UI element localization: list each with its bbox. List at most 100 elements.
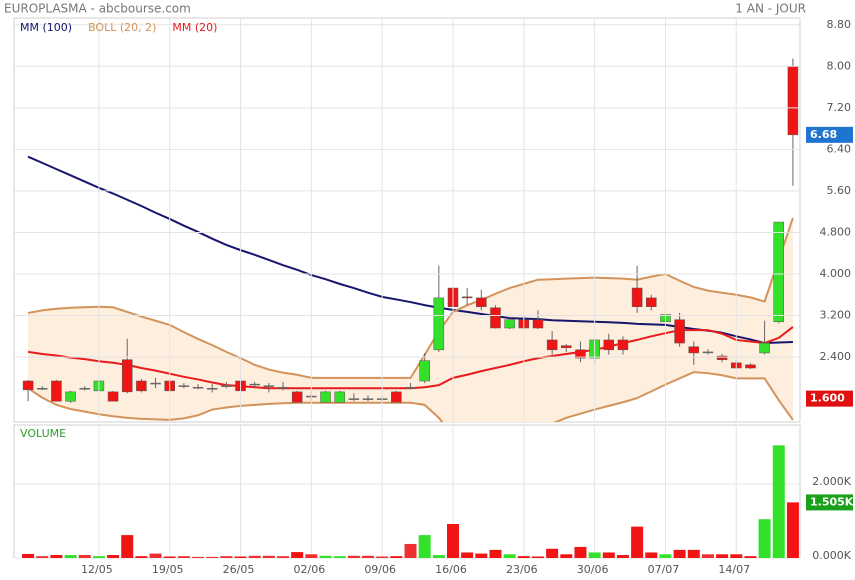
volume-bar [107,555,120,558]
plot-layer [22,58,799,422]
candle-body [178,385,190,387]
x-tick-label: 16/06 [435,563,467,576]
volume-bar [404,543,417,558]
volume-bar [602,552,615,558]
price-badge [806,126,853,143]
volume-bar [531,556,544,558]
candle-body [631,287,643,307]
candle-body [206,387,218,390]
candle-body [121,359,133,393]
volume-bar [22,553,35,558]
candle-body [476,297,487,307]
x-tick-label: 19/05 [152,563,184,576]
volume-bar [616,555,629,558]
candle-body [575,349,586,359]
volume-bar [503,554,516,558]
volume-bar [78,555,91,558]
volume-bar [560,554,573,558]
candle-body [320,391,331,403]
candle-body [716,355,728,360]
candle-body [22,380,34,391]
volume-bar [758,519,771,558]
volume-bar [673,549,686,558]
y-tick-label: 5.60 [827,184,852,197]
candle-body [405,386,416,389]
candle-body [688,346,700,354]
x-tick-label: 12/05 [81,563,113,576]
candle-body [391,391,402,403]
candle-body [65,391,76,402]
volume-bar [418,535,431,558]
volume-badge-label: 1.505K [810,495,854,508]
volume-bar [177,556,190,558]
volume-bar [517,556,530,558]
candle-body [646,297,657,307]
legend-entry: MM (100) [20,21,72,34]
volume-bar [546,548,559,558]
candle-body [277,386,289,389]
volume-bar [248,555,261,558]
volume-bar [192,556,205,558]
legend-entry: MM (20) [172,21,217,34]
volume-bar [574,546,587,558]
y-tick-label: 8.80 [827,18,852,31]
candle-body [221,385,232,387]
candle-body [136,380,147,392]
candle-body [36,387,48,390]
x-tick-label: 02/06 [294,563,326,576]
candle-body [362,398,374,400]
legend-entry: BOLL (20, 2) [88,21,156,34]
volume-bar [64,555,77,558]
candle-body [150,382,161,385]
volume-bar [206,556,219,558]
volume-badge [806,494,853,511]
y-tick-label: 2.400 [820,350,852,363]
volume-bar [701,554,714,558]
volume-tick-label: 2.000K [812,475,851,488]
y-tick-label: 7.20 [827,101,852,114]
volume-bar [744,556,757,558]
volume-bar [489,549,502,558]
candle-body [291,391,303,403]
volume-bar [432,555,445,558]
volume-bar [645,552,658,558]
x-tick-label: 23/06 [506,563,538,576]
candle-body [745,364,756,369]
candle-body [79,387,90,390]
candle-body [51,380,62,402]
x-tick-label: 30/06 [577,563,609,576]
volume-tick-label: 0.000K [812,549,851,562]
chart-title: EUROPLASMA - abcbourse.com [4,2,191,16]
volume-bar [446,524,459,558]
volume-bar [390,556,403,558]
price-panel [13,17,801,423]
candle-body [532,319,544,329]
candle-body [433,297,445,351]
price-badge-label: 1.600 [810,392,845,405]
candle-body [546,339,558,351]
volume-bar [461,552,474,558]
price-badge-label: 6.68 [810,128,837,141]
volume-bar [333,556,346,558]
volume-bar [631,526,644,558]
volume-bar [121,535,134,558]
volume-bar [347,555,360,558]
bands-layer [28,217,793,422]
candle-body [787,66,799,136]
volume-bar [149,553,162,558]
candle-body [461,296,473,299]
candle-body [759,342,770,354]
candle-body [348,398,360,400]
volume-bar [262,555,275,558]
y-tick-label: 8.00 [827,59,852,72]
candle-body [334,391,345,403]
candle-body [504,319,515,329]
candle-body [617,339,629,351]
y-tick-label: 6.40 [827,142,852,155]
candle-body [192,386,204,389]
candle-body [702,351,714,354]
price-badge [806,390,853,407]
x-tick-label: 14/07 [718,563,750,576]
volume-bar [319,555,332,558]
